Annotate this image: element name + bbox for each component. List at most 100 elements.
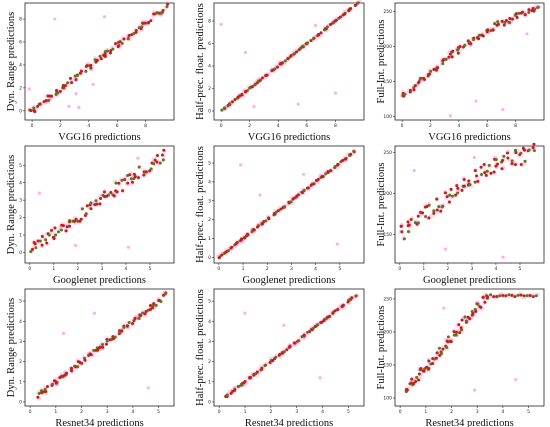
data-point (328, 314, 332, 318)
x-tick-label: 0 (217, 266, 220, 272)
data-point (137, 165, 141, 169)
scatter-panel: 0 1 2 3 4 5 100 150 200 250 Resnet34 predictions Fu… (376, 288, 545, 427)
x-tick-label: 5 (519, 266, 522, 272)
data-point (109, 49, 113, 53)
plot-frame (24, 145, 175, 264)
data-point (289, 200, 293, 204)
data-point (229, 246, 233, 250)
data-point (79, 69, 83, 73)
data-point (489, 29, 493, 33)
data-point (445, 339, 449, 343)
data-point (74, 365, 78, 369)
data-point (276, 209, 280, 213)
y-tick-label: 1 (19, 379, 22, 385)
y-tick-label: 4 (208, 319, 211, 325)
data-point (141, 311, 145, 315)
data-point (522, 148, 526, 152)
data-point (276, 65, 280, 69)
data-point (536, 5, 540, 9)
data-point (423, 205, 427, 209)
data-point (89, 201, 93, 205)
data-point (33, 110, 37, 114)
data-point (85, 204, 89, 208)
data-point (95, 202, 99, 206)
data-point (417, 378, 421, 382)
data-point (149, 19, 153, 23)
y-axis-label: Dyn. Range predictions (6, 12, 17, 111)
data-point (242, 236, 246, 240)
outlier-point (73, 243, 78, 248)
outlier-point (37, 191, 42, 195)
x-tick-label: 0 (398, 266, 401, 272)
x-tick-label: 2 (446, 266, 449, 272)
data-point (450, 194, 454, 198)
data-point (99, 197, 103, 201)
data-point (354, 294, 358, 298)
data-point (427, 203, 431, 207)
outlier-point (335, 242, 339, 246)
y-tick-label: 2 (208, 217, 211, 223)
data-point (476, 179, 480, 183)
data-point (324, 172, 328, 176)
data-point (525, 294, 529, 298)
data-point (40, 243, 44, 247)
data-point (468, 183, 472, 187)
x-tick-label: 4 (494, 266, 497, 272)
data-point (240, 93, 244, 97)
data-point (99, 57, 103, 61)
outlier-point (442, 306, 446, 310)
outlier-point (412, 168, 416, 173)
data-point (161, 8, 165, 12)
data-point (508, 21, 512, 25)
data-point (248, 86, 252, 90)
data-point (455, 184, 459, 188)
data-point (132, 172, 136, 176)
outlier-point (136, 156, 140, 160)
data-point (333, 309, 337, 313)
data-point (72, 219, 76, 223)
data-point (250, 85, 254, 89)
data-point (492, 170, 496, 174)
data-point (70, 369, 74, 373)
data-point (472, 38, 476, 42)
data-point (98, 54, 102, 58)
data-point (68, 76, 72, 80)
data-point (454, 193, 458, 197)
data-point (134, 30, 138, 34)
data-point (440, 205, 444, 209)
data-point (159, 300, 163, 304)
data-point (412, 88, 416, 92)
data-point (449, 340, 453, 344)
data-point (266, 216, 270, 220)
data-point (60, 228, 64, 232)
data-point (69, 366, 73, 370)
data-point (434, 68, 438, 72)
data-point (228, 103, 232, 107)
scatter-panel: 0 1 2 3 4 5 0 1 2 3 4 5 Resnet34 predictions Half-pre… (195, 288, 365, 427)
data-point (160, 11, 164, 15)
data-point (127, 33, 131, 37)
data-point (113, 335, 117, 339)
data-point (329, 169, 333, 173)
data-point (513, 295, 517, 299)
data-point (477, 37, 481, 41)
data-point (319, 31, 323, 35)
data-point (422, 78, 426, 82)
data-point (427, 72, 431, 76)
data-point (496, 20, 500, 24)
y-axis-label: Full-Int. predictions (376, 306, 387, 390)
outlier-point (61, 331, 66, 335)
data-point (70, 81, 74, 85)
data-point (38, 102, 42, 106)
data-point (283, 59, 287, 63)
x-tick-label: 0 (218, 409, 221, 415)
data-point (105, 339, 109, 343)
data-point (427, 366, 431, 370)
data-point (492, 295, 496, 299)
data-point (432, 209, 436, 213)
scatter-panel: 0 1 2 3 4 5 150 200 250 Googlenet predictions Full… (376, 142, 545, 286)
data-point (118, 40, 122, 44)
x-tick-label: 4 (314, 266, 317, 272)
data-point (44, 238, 48, 242)
data-point (338, 15, 342, 19)
